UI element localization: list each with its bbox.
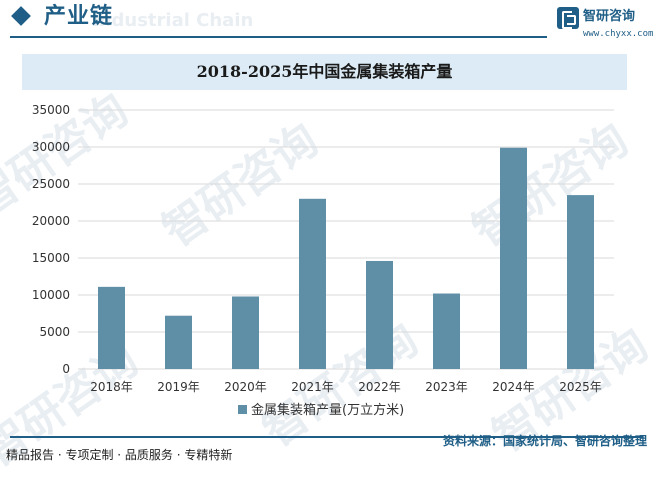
bar [567,195,594,369]
y-tick-label: 35000 [32,103,70,117]
legend-label: 金属集装箱产量(万立方米) [251,402,404,418]
footer-tagline: 精品报告 · 专项定制 · 品质服务 · 专精特新 [6,448,233,462]
data-source: 资料来源：国家统计局、智研咨询整理 [442,434,647,448]
legend-swatch [238,405,247,414]
bar [433,293,460,369]
bar [165,315,192,369]
chart-title-band: 2018-2025年中国金属集装箱产量 [22,54,627,90]
y-tick-label: 0 [62,362,70,376]
bar [366,260,393,369]
header: Industrial Chain 产业链 [0,0,655,40]
bar [98,286,125,369]
section-title: 产业链 [44,4,114,29]
y-tick-label: 30000 [32,140,70,154]
brand-name: 智研咨询 [583,9,636,24]
y-tick-label: 15000 [32,251,70,265]
bar [232,296,259,369]
x-tick-label: 2020年 [224,380,267,394]
footer-divider [10,436,643,438]
x-tick-label: 2019年 [157,380,200,394]
brand-logo-icon [557,7,579,29]
x-tick-label: 2022年 [358,380,401,394]
x-tick-label: 2024年 [492,380,535,394]
header-watermark-en: Industrial Chain [92,10,254,31]
brand-url: www.chyxx.com [583,29,654,39]
y-tick-label: 25000 [32,177,70,191]
x-tick-label: 2021年 [291,380,334,394]
x-tick-label: 2023年 [425,380,468,394]
y-tick-label: 20000 [32,214,70,228]
y-tick-label: 5000 [39,325,70,339]
y-tick-label: 10000 [32,288,70,302]
bar [299,198,326,369]
header-divider [10,36,547,38]
x-tick-label: 2018年 [90,380,133,394]
chart-title: 2018-2025年中国金属集装箱产量 [196,62,453,81]
x-tick-label: 2025年 [559,380,602,394]
brand: 智研咨询 www.chyxx.com [557,6,653,46]
bar [500,147,527,369]
